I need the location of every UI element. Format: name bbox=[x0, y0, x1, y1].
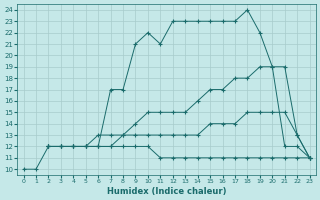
X-axis label: Humidex (Indice chaleur): Humidex (Indice chaleur) bbox=[107, 187, 226, 196]
